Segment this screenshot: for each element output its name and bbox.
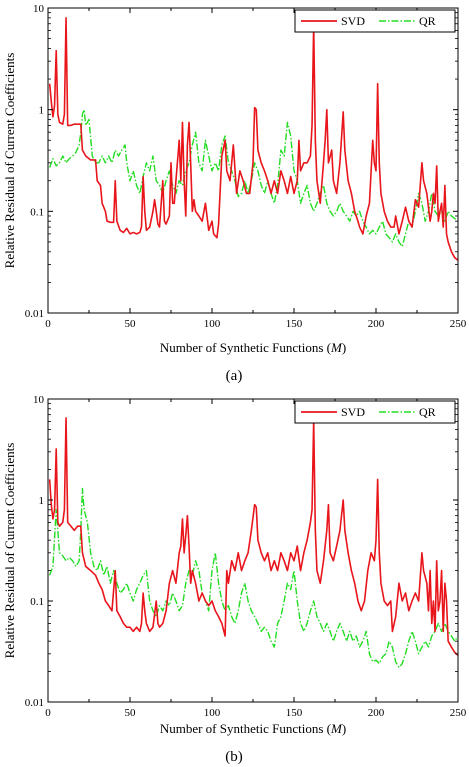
x-tick-label: 200 bbox=[368, 318, 385, 330]
chart-panel-a: 0 50 100 150 200 250 0.01 0.1 1 10 SVD QR Number … bbox=[2, 3, 467, 384]
legend-label-qr: QR bbox=[419, 405, 436, 419]
plot-frame bbox=[47, 398, 459, 703]
x-tick-label: 250 bbox=[450, 318, 467, 330]
y-tick-label: 0.01 bbox=[25, 697, 44, 709]
legend-label-qr: QR bbox=[419, 14, 436, 28]
y-axis-label: Relative Residual of Current Coefficient… bbox=[2, 443, 17, 659]
x-axis-label-text: Number of Synthetic Functions ( bbox=[160, 721, 331, 736]
y-tick-label: 1 bbox=[39, 105, 45, 117]
y-tick-label: 0.01 bbox=[25, 308, 44, 320]
x-tick-label: 150 bbox=[286, 707, 303, 719]
legend: SVD QR bbox=[294, 400, 456, 424]
panel-label-a: (a) bbox=[226, 368, 243, 384]
x-axis-label: Number of Synthetic Functions (M) bbox=[160, 721, 346, 736]
x-tick-label: 100 bbox=[204, 707, 221, 719]
y-tick-label: 1 bbox=[39, 495, 45, 507]
x-tick-label: 0 bbox=[45, 318, 51, 330]
series-layer bbox=[48, 417, 458, 669]
x-axis-label-text: Number of Synthetic Functions ( bbox=[160, 340, 331, 355]
axis-ticks: 0 50 100 150 200 250 0.01 0.1 1 10 bbox=[25, 3, 467, 330]
x-axis-label-var: M bbox=[330, 721, 343, 736]
x-tick-label: 50 bbox=[125, 707, 137, 719]
x-tick-label: 250 bbox=[450, 707, 467, 719]
x-axis-label-var: M bbox=[330, 340, 343, 355]
x-tick-label: 0 bbox=[45, 707, 51, 719]
legend-label-svd: SVD bbox=[341, 14, 365, 28]
x-tick-label: 150 bbox=[286, 318, 303, 330]
y-tick-label: 0.1 bbox=[30, 596, 44, 608]
chart-panel-b: 0 50 100 150 200 250 0.01 0.1 1 10 SVD QR Number … bbox=[2, 394, 467, 765]
series-line-svd bbox=[48, 17, 458, 261]
x-axis-label-close: ) bbox=[342, 721, 346, 736]
y-axis-label: Relative Residual of Current Coefficient… bbox=[2, 53, 17, 269]
legend-box bbox=[294, 400, 456, 424]
x-axis-label: Number of Synthetic Functions (M) bbox=[160, 340, 346, 355]
legend-box bbox=[294, 9, 456, 33]
x-tick-label: 200 bbox=[368, 707, 385, 719]
legend: SVD QR bbox=[294, 9, 456, 33]
x-tick-label: 100 bbox=[204, 318, 221, 330]
series-line-qr bbox=[48, 487, 458, 669]
x-axis-label-close: ) bbox=[342, 340, 346, 355]
x-tick-label: 50 bbox=[125, 318, 137, 330]
panel-label-b: (b) bbox=[225, 749, 243, 765]
legend-label-svd: SVD bbox=[341, 405, 365, 419]
axis-ticks: 0 50 100 150 200 250 0.01 0.1 1 10 bbox=[25, 394, 467, 719]
y-tick-label: 10 bbox=[33, 3, 45, 15]
series-layer bbox=[48, 17, 458, 261]
y-tick-label: 10 bbox=[33, 394, 45, 406]
y-tick-label: 0.1 bbox=[30, 206, 44, 218]
series-line-svd bbox=[48, 417, 458, 656]
